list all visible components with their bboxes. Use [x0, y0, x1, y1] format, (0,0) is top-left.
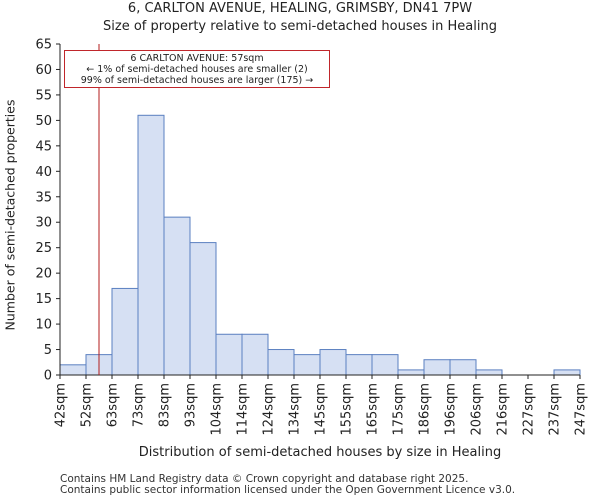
histogram-bar	[215, 333, 243, 376]
x-tick-label: 73sqm	[132, 383, 147, 427]
property-annotation-box: 6 CARLTON AVENUE: 57sqm ← 1% of semi-det…	[64, 50, 330, 88]
y-tick-label: 65	[35, 38, 52, 53]
histogram-bar	[449, 359, 477, 376]
y-tick-label: 45	[35, 139, 52, 154]
x-tick-label: 83sqm	[158, 383, 173, 427]
footer-copyright: Contains HM Land Registry data © Crown c…	[60, 473, 469, 485]
x-tick-label: 63sqm	[106, 383, 121, 427]
y-tick-label: 25	[35, 241, 52, 256]
chart-title: 6, CARLTON AVENUE, HEALING, GRIMSBY, DN4…	[127, 1, 473, 16]
y-tick-label: 30	[35, 216, 52, 231]
histogram-bar	[59, 364, 87, 376]
y-tick-label: 55	[35, 88, 52, 103]
x-tick-label: 196sqm	[444, 383, 459, 436]
y-axis-label: Number of semi-detached properties	[2, 99, 18, 331]
histogram-bar	[111, 287, 139, 376]
x-tick-label: 124sqm	[262, 383, 277, 436]
x-tick-label: 145sqm	[314, 383, 329, 436]
histogram-bar	[189, 242, 217, 376]
histogram-bar	[293, 354, 321, 376]
y-tick-label: 50	[35, 114, 52, 129]
x-tick-label: 52sqm	[80, 383, 95, 427]
y-tick-label: 20	[35, 267, 52, 282]
histogram-bar	[371, 354, 399, 376]
x-tick-label: 206sqm	[470, 383, 485, 436]
y-tick-label: 0	[44, 369, 52, 384]
histogram-bar	[319, 349, 347, 376]
annotation-line-2: ← 1% of semi-detached houses are smaller…	[86, 64, 308, 75]
footer-licence: Contains public sector information licen…	[60, 484, 516, 496]
histogram-bar	[397, 369, 425, 376]
x-tick-label: 93sqm	[184, 383, 199, 427]
x-tick-label: 134sqm	[288, 383, 303, 436]
x-tick-label: 155sqm	[340, 383, 355, 436]
y-tick-label: 5	[44, 343, 52, 358]
x-tick-label: 216sqm	[496, 383, 511, 436]
histogram-bar	[423, 359, 451, 376]
y-tick-label: 10	[35, 318, 52, 333]
x-tick-label: 114sqm	[236, 383, 251, 436]
x-tick-label: 227sqm	[522, 383, 537, 436]
histogram-bar	[267, 349, 295, 376]
chart-subtitle: Size of property relative to semi-detach…	[103, 19, 497, 34]
y-tick-label: 60	[35, 63, 52, 78]
x-tick-label: 175sqm	[392, 383, 407, 436]
x-tick-label: 247sqm	[574, 383, 589, 436]
y-tick-label: 15	[35, 292, 52, 307]
histogram-bar	[163, 216, 191, 376]
histogram-bar	[345, 354, 373, 376]
annotation-line-3: 99% of semi-detached houses are larger (…	[80, 75, 314, 86]
x-tick-label: 104sqm	[210, 383, 225, 436]
x-axis-label: Distribution of semi-detached houses by …	[138, 445, 502, 460]
annotation-line-1: 6 CARLTON AVENUE: 57sqm	[130, 53, 264, 64]
x-tick-label: 237sqm	[548, 383, 563, 436]
y-tick-label: 35	[35, 190, 52, 205]
x-tick-label: 186sqm	[418, 383, 433, 436]
x-tick-label: 42sqm	[54, 383, 69, 427]
y-tick-label: 40	[35, 165, 52, 180]
histogram-bar	[475, 369, 503, 376]
histogram-bar	[137, 114, 165, 376]
x-tick-label: 165sqm	[366, 383, 381, 436]
histogram-bar	[241, 333, 269, 376]
histogram-bar	[553, 369, 581, 376]
